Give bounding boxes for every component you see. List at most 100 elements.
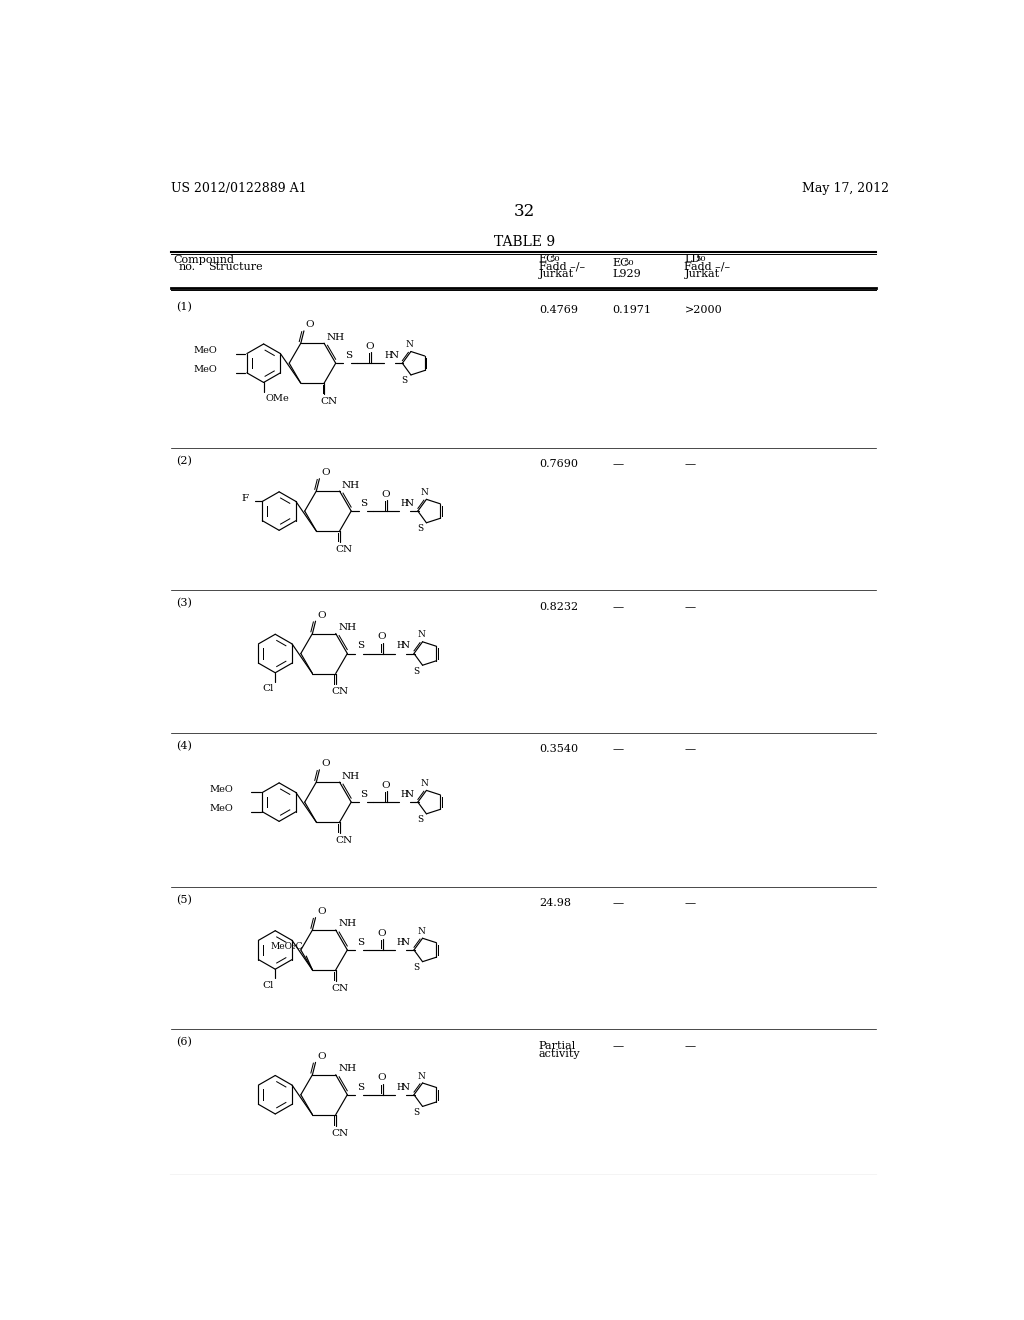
Text: CN: CN (336, 836, 353, 845)
Text: NH: NH (338, 1064, 356, 1073)
Text: 24.98: 24.98 (539, 899, 570, 908)
Text: S: S (401, 376, 408, 385)
Text: O: O (317, 907, 326, 916)
Text: (4): (4) (176, 741, 191, 751)
Text: MeO: MeO (209, 804, 232, 813)
Text: 0.8232: 0.8232 (539, 602, 578, 612)
Text: Structure: Structure (208, 263, 262, 272)
Text: CN: CN (336, 545, 353, 554)
Text: >2000: >2000 (684, 305, 722, 315)
Text: O: O (321, 759, 330, 768)
Text: Jurkat: Jurkat (539, 269, 573, 280)
Text: (2): (2) (176, 455, 191, 466)
Text: N: N (404, 791, 414, 799)
Text: S: S (414, 964, 420, 973)
Text: H: H (400, 791, 408, 799)
Text: (5): (5) (176, 895, 191, 904)
Text: (6): (6) (176, 1038, 191, 1047)
Text: no.: no. (178, 263, 196, 272)
Text: —: — (684, 744, 695, 754)
Text: 50: 50 (624, 259, 634, 267)
Text: 32: 32 (514, 203, 536, 220)
Text: 0.4769: 0.4769 (539, 305, 578, 315)
Text: TABLE 9: TABLE 9 (495, 235, 555, 249)
Text: —: — (684, 1040, 695, 1051)
Text: S: S (356, 1082, 364, 1092)
Text: NH: NH (342, 480, 360, 490)
Text: O: O (305, 321, 314, 330)
Text: O: O (377, 632, 386, 642)
Text: N: N (421, 488, 429, 498)
Text: NH: NH (342, 772, 360, 780)
Text: Jurkat: Jurkat (684, 269, 720, 280)
Text: 0.1971: 0.1971 (612, 305, 651, 315)
Text: CN: CN (332, 1129, 349, 1138)
Text: 0.7690: 0.7690 (539, 459, 578, 470)
Text: —: — (612, 744, 624, 754)
Text: O: O (317, 1052, 326, 1061)
Text: NH: NH (338, 920, 356, 928)
Text: S: S (417, 524, 423, 533)
Text: O: O (381, 490, 389, 499)
Text: H: H (385, 351, 392, 360)
Text: N: N (389, 351, 398, 360)
Text: H: H (400, 499, 408, 508)
Text: Partial: Partial (539, 1040, 575, 1051)
Text: US 2012/0122889 A1: US 2012/0122889 A1 (171, 182, 306, 194)
Text: S: S (360, 791, 368, 799)
Text: NH: NH (338, 623, 356, 632)
Text: MeO: MeO (209, 785, 232, 793)
Text: N: N (417, 631, 425, 639)
Text: H: H (396, 642, 404, 651)
Text: O: O (377, 929, 386, 937)
Text: 50: 50 (550, 256, 560, 264)
Text: (3): (3) (176, 598, 191, 609)
Text: Compound: Compound (173, 255, 233, 264)
Text: H: H (396, 1082, 404, 1092)
Text: N: N (400, 939, 410, 946)
Text: CN: CN (332, 983, 349, 993)
Text: O: O (321, 469, 330, 478)
Text: H: H (396, 939, 404, 946)
Text: O: O (381, 781, 389, 789)
Text: —: — (684, 459, 695, 470)
Text: S: S (414, 1107, 420, 1117)
Text: LD: LD (684, 253, 700, 264)
Text: S: S (356, 939, 364, 946)
Text: S: S (360, 499, 368, 508)
Text: N: N (400, 1082, 410, 1092)
Text: MeO₂C: MeO₂C (270, 941, 303, 950)
Text: N: N (417, 1072, 425, 1081)
Text: —: — (684, 899, 695, 908)
Text: 50: 50 (695, 256, 706, 264)
Text: 0.3540: 0.3540 (539, 744, 578, 754)
Text: MeO: MeO (194, 346, 217, 355)
Text: EC: EC (539, 253, 555, 264)
Text: N: N (404, 499, 414, 508)
Text: O: O (317, 611, 326, 619)
Text: O: O (377, 1073, 386, 1082)
Text: OMe: OMe (265, 395, 289, 403)
Text: (1): (1) (176, 302, 191, 312)
Text: EC: EC (612, 257, 629, 268)
Text: CN: CN (332, 688, 349, 697)
Text: Cl: Cl (262, 981, 273, 990)
Text: —: — (684, 602, 695, 612)
Text: —: — (612, 459, 624, 470)
Text: CN: CN (321, 397, 337, 407)
Text: N: N (406, 341, 414, 350)
Text: N: N (421, 779, 429, 788)
Text: O: O (366, 342, 374, 351)
Text: S: S (417, 816, 423, 825)
Text: L929: L929 (612, 269, 641, 280)
Text: Fadd –/–: Fadd –/– (539, 261, 585, 272)
Text: —: — (612, 899, 624, 908)
Text: F: F (242, 494, 249, 503)
Text: —: — (612, 1040, 624, 1051)
Text: activity: activity (539, 1049, 581, 1059)
Text: S: S (414, 667, 420, 676)
Text: N: N (417, 927, 425, 936)
Text: N: N (400, 642, 410, 651)
Text: May 17, 2012: May 17, 2012 (802, 182, 889, 194)
Text: NH: NH (327, 333, 344, 342)
